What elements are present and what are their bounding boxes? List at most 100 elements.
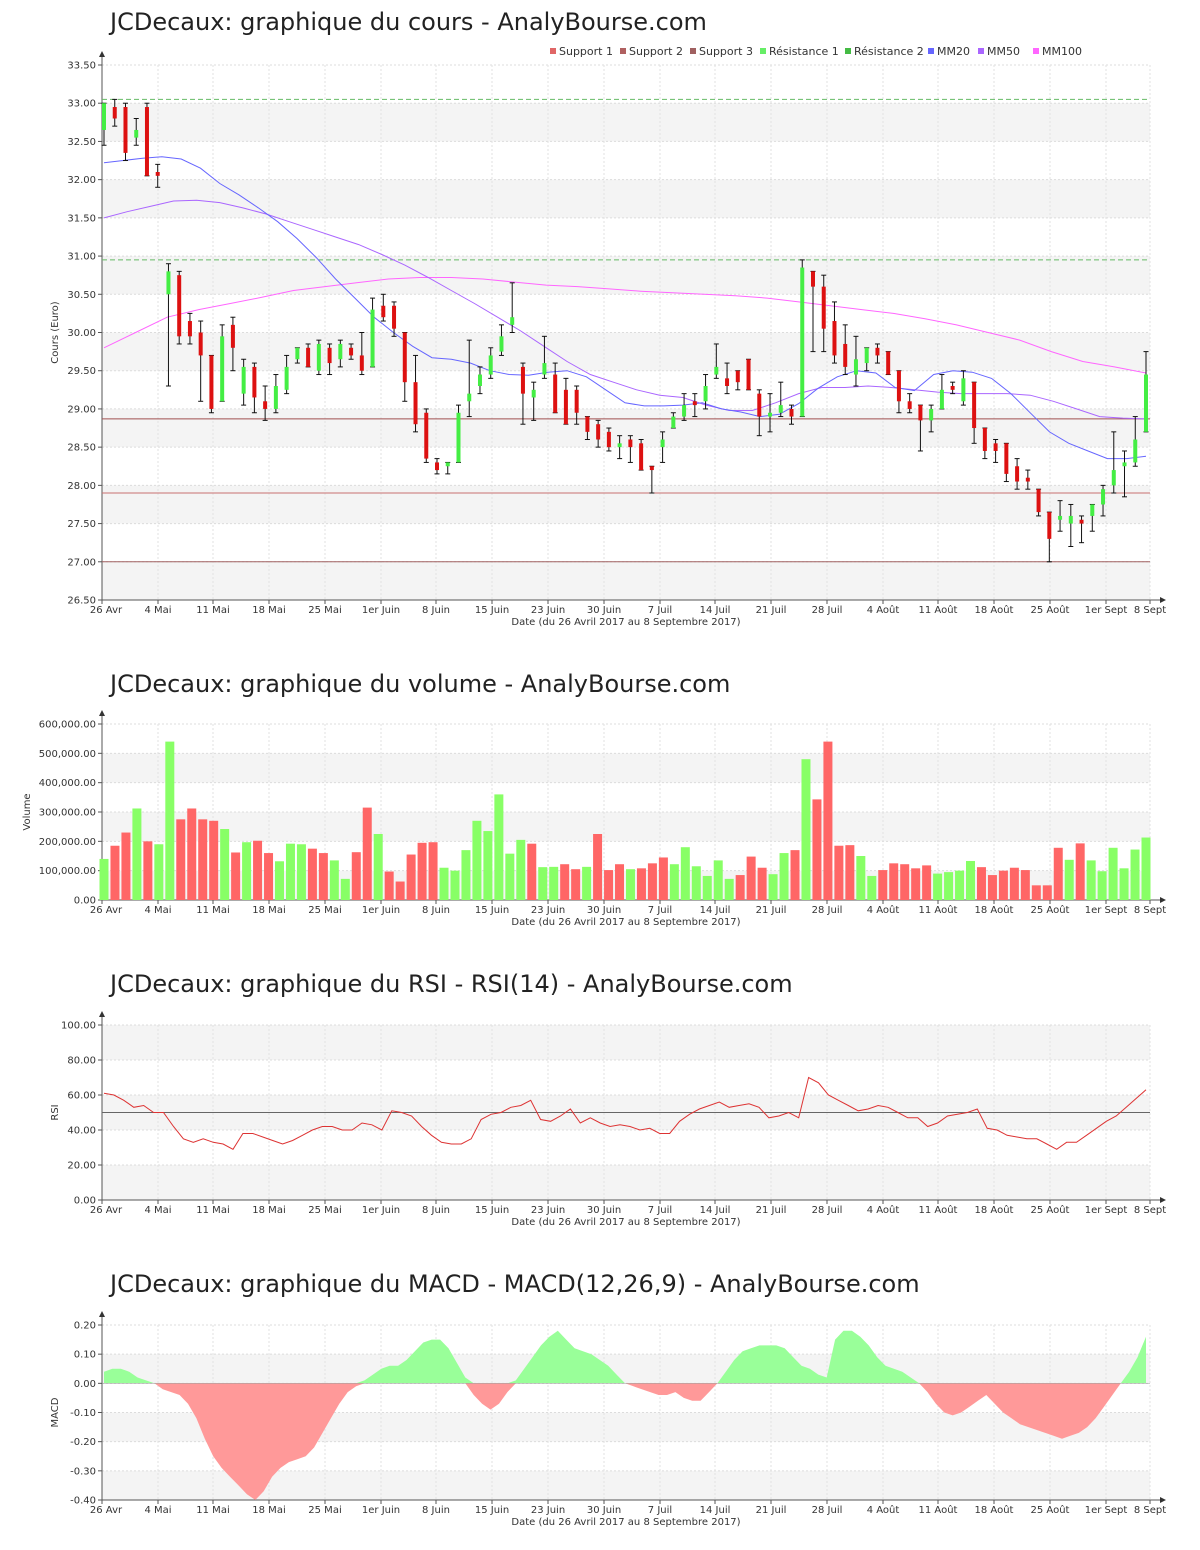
- candle-body: [1122, 462, 1127, 467]
- volume-bar: [198, 819, 208, 900]
- legend-label: MM20: [937, 45, 970, 58]
- price-candle: [112, 98, 118, 127]
- price-candle: [423, 408, 429, 463]
- rsi-grid-band: [102, 1025, 1150, 1060]
- price-candle: [520, 362, 526, 425]
- candle-body: [768, 412, 773, 417]
- volume-bar: [296, 844, 306, 900]
- volume-bar: [757, 867, 767, 900]
- legend-item: MM50: [978, 45, 1020, 58]
- candle-body: [1036, 489, 1041, 513]
- volume-bar: [1053, 847, 1063, 900]
- macd-ytick-label: -0.20: [70, 1437, 96, 1448]
- candle-body: [102, 103, 106, 130]
- candle-body: [639, 443, 644, 471]
- candle-body: [316, 343, 321, 371]
- volume-grid-band: [102, 812, 1150, 842]
- volume-bar: [867, 875, 877, 900]
- price-xtick-label: 18 Août: [975, 604, 1014, 616]
- candle-body: [520, 366, 525, 394]
- volume-xtick-label: 23 Juin: [531, 905, 565, 916]
- volume-chart: 0.00 100,000.00 200,000.00 300,000.00 400,00…: [22, 710, 1166, 928]
- price-candle: [541, 335, 547, 379]
- macd-ytick-label: -0.10: [70, 1408, 96, 1419]
- volume-bar: [527, 843, 537, 900]
- volume-bar: [99, 858, 109, 900]
- price-xtick-label: 4 Mai: [144, 605, 171, 616]
- price-candle: [402, 332, 408, 402]
- candle-body: [381, 305, 386, 318]
- volume-bar: [1119, 868, 1129, 900]
- price-grid-band: [102, 103, 1150, 142]
- legend-swatch: [690, 48, 696, 54]
- price-candle: [176, 270, 182, 345]
- price-xtick-label: 30 Juin: [587, 605, 621, 616]
- legend-swatch: [1033, 48, 1039, 54]
- price-candle: [434, 458, 440, 475]
- volume-bar: [549, 866, 559, 900]
- candle-body: [886, 351, 891, 375]
- price-ytick-label: 27.50: [67, 519, 96, 530]
- volume-bar: [933, 873, 943, 900]
- volume-xtick-label: 4 Mai: [144, 905, 171, 916]
- price-candle: [208, 354, 214, 414]
- price-candle: [649, 465, 655, 494]
- volume-xtick-label: 8 Sept: [1134, 905, 1166, 916]
- price-xtick-label: 11 Août: [919, 604, 958, 616]
- rsi-xtick-label: 11 Mai: [196, 1205, 229, 1216]
- price-y-arrow: [99, 51, 105, 57]
- price-grid-band: [102, 561, 1150, 600]
- volume-bar: [121, 832, 131, 900]
- volume-bar: [187, 808, 197, 900]
- legend-swatch: [928, 48, 934, 54]
- price-xtick-label: 7 Juil: [648, 605, 672, 616]
- price-ytick-label: 26.50: [67, 596, 96, 607]
- candle-body: [1004, 443, 1009, 474]
- price-candle: [563, 377, 569, 425]
- candle-body: [359, 355, 364, 371]
- volume-bar: [264, 853, 274, 900]
- macd-grid-band: [102, 1470, 1150, 1500]
- price-ytick-label: 27.00: [67, 557, 96, 568]
- volume-bar: [318, 853, 328, 900]
- price-ytick-label: 28.00: [67, 481, 96, 492]
- volume-bar: [790, 850, 800, 900]
- rsi-ytick-label: 20.00: [67, 1161, 96, 1172]
- legend-item: Résistance 2: [845, 45, 924, 58]
- price-candle: [1068, 503, 1074, 547]
- price-candle: [713, 343, 719, 379]
- macd-xtick-label: 25 Août: [1031, 1504, 1070, 1516]
- price-ytick-label: 30.50: [67, 290, 96, 301]
- price-xtick-label: 23 Juin: [531, 605, 565, 616]
- candle-body: [1025, 477, 1030, 482]
- candle-body: [1079, 519, 1084, 524]
- volume-xtick-label: 28 Juil: [812, 905, 843, 916]
- price-candle: [1132, 416, 1138, 467]
- rsi-xaxis-label: Date (du 26 Avril 2017 au 8 Septembre 20…: [511, 1217, 740, 1228]
- rsi-ytick-label: 80.00: [67, 1056, 96, 1067]
- rsi-axes: 0.00 20.00 40.00 60.00 80.00 100.00 26 Avr 4 Ma…: [50, 1011, 1166, 1228]
- price-candle: [466, 339, 472, 418]
- candle-body: [435, 462, 440, 471]
- price-candle: [939, 374, 945, 410]
- price-candle: [756, 389, 762, 437]
- candle-body: [273, 386, 278, 409]
- candle-body: [263, 401, 268, 409]
- price-axes: 26.50 27.00 27.50 28.00 28.50 29.00 29.50 30.00…: [50, 45, 1166, 628]
- candle-body: [349, 347, 354, 356]
- price-chart-title: JCDecaux: graphique du cours - AnalyBour…: [110, 8, 707, 36]
- price-candle: [789, 404, 795, 425]
- macd-y-arrow: [99, 1311, 105, 1317]
- volume-bar: [220, 829, 230, 900]
- candle-body: [682, 405, 687, 417]
- price-grid-band: [102, 256, 1150, 295]
- volume-bar: [307, 848, 317, 900]
- volume-bar: [680, 847, 690, 900]
- price-xtick-label: 28 Juil: [812, 605, 843, 616]
- volume-bar: [669, 864, 679, 900]
- rsi-y-arrow: [99, 1011, 105, 1017]
- macd-xtick-label: 18 Mai: [252, 1505, 285, 1516]
- price-candle: [735, 370, 741, 391]
- rsi-xtick-label: 11 Août: [919, 1204, 958, 1216]
- volume-ytick-label: 500,000.00: [39, 749, 96, 760]
